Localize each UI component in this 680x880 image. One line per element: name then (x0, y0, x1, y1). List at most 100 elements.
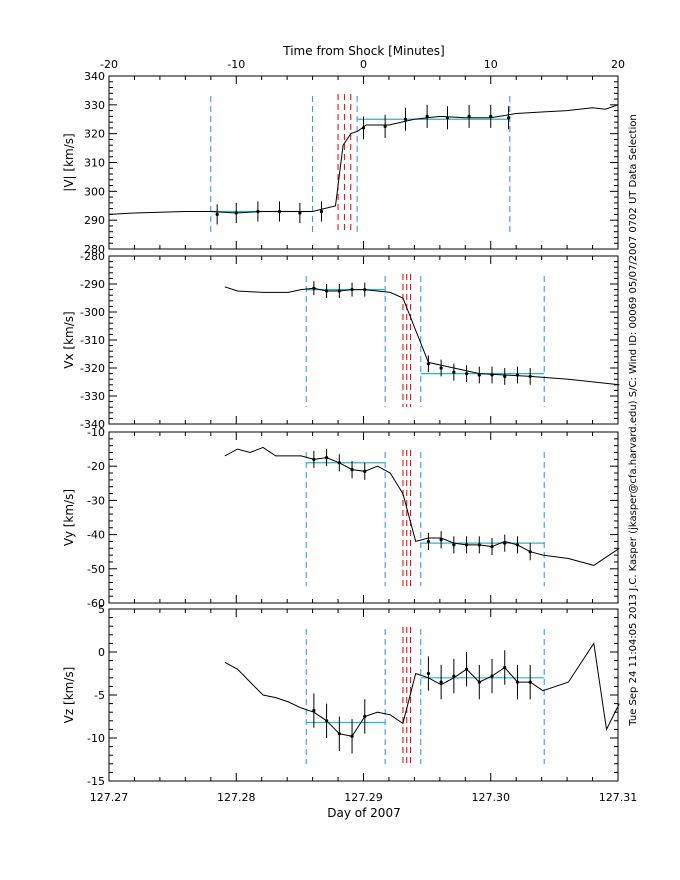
panel-2-data-point (477, 373, 481, 377)
top-axis-title: Time from Shock [Minutes] (282, 44, 444, 58)
panel-1-data-point (383, 124, 387, 129)
panel-4-ytick-label: -5 (94, 689, 105, 702)
x-tick-label: 127.31 (599, 791, 638, 804)
panel-1-data-point (361, 126, 366, 130)
panel-2-ytick-label: -290 (80, 278, 105, 291)
panel-2-data-line (224, 286, 620, 386)
top-tick-label: 0 (360, 58, 367, 71)
panel-3-ytick-label: -10 (87, 426, 105, 439)
panel-1-ytick-label: 280 (84, 243, 105, 256)
panel-1-data-point (506, 116, 511, 120)
panel-1-frame (108, 75, 619, 250)
panel-4-data-point (426, 671, 430, 676)
panel-4-frame (108, 608, 619, 782)
panel-4-ytick-label: -15 (87, 775, 105, 788)
panel-2-ytick-label: -320 (80, 362, 105, 375)
top-tick-label: 20 (611, 58, 625, 71)
panel-3-data-point (350, 468, 354, 472)
panel-3-data-point (439, 538, 443, 542)
panel-3-data-point (324, 456, 329, 460)
panel-4-ylabel: Vz [km/s] (62, 667, 76, 724)
panel-2-data-point (464, 372, 469, 376)
panel-2-data-point (426, 362, 430, 366)
panel-1-ytick-label: 300 (84, 185, 105, 198)
x-tick-label: 127.29 (344, 791, 383, 804)
panel-2-data-point (503, 374, 507, 378)
panel-3-data-point (477, 543, 481, 547)
panel-1-data-point (319, 209, 324, 214)
x-axis-title: Day of 2007 (327, 806, 400, 820)
panel-3-ytick-label: -60 (87, 597, 105, 610)
top-tick-label: 10 (484, 58, 498, 71)
top-tick-label: -10 (227, 58, 245, 71)
panel-1-ytick-label: 290 (84, 214, 105, 227)
panel-3-data-point (363, 469, 367, 473)
panel-2-data-point (515, 373, 520, 377)
panel-1-data-point (403, 117, 408, 121)
panel-1-ytick-label: 340 (84, 70, 105, 83)
panel-4-data-point (464, 667, 469, 671)
panel-4-ytick-label: -10 (87, 732, 105, 745)
panel-4-data-point (324, 719, 329, 723)
panel-3-data-point (528, 550, 532, 554)
panel-3-ytick-label: -20 (87, 460, 105, 473)
panel-4-data-point (503, 665, 507, 670)
x-tick-label: 127.30 (472, 791, 511, 804)
panel-4-data-point (337, 732, 341, 736)
top-tick-label: -20 (100, 58, 118, 71)
panel-1-data-point (277, 209, 282, 214)
panel-4-data-line (224, 642, 620, 737)
panel-4-data-point (490, 674, 494, 678)
panel-1-data-point (467, 114, 471, 118)
x-tick-label: 127.27 (90, 791, 129, 804)
panel-4-data-point (477, 680, 481, 684)
panel-4-ytick-label: 0 (98, 646, 105, 659)
panel-2-ytick-label: -310 (80, 334, 105, 347)
panel-2-data-point (439, 366, 443, 370)
panel-2-frame (108, 255, 619, 425)
panel-1-data-point (489, 114, 493, 118)
panel-3-data-point (337, 461, 341, 465)
panel-4-data-point (439, 680, 443, 684)
panel-1-data-point (425, 114, 429, 118)
panel-1-ytick-label: 310 (84, 157, 105, 170)
panel-2-ytick-label: -280 (80, 250, 105, 263)
x-tick-label: 127.28 (217, 791, 256, 804)
panel-2-ytick-label: -330 (80, 390, 105, 403)
panel-3-ylabel: Vy [km/s] (62, 489, 76, 546)
side-annotation: Tue Sep 24 11:04:05 2013 J.C. Kasper (jk… (628, 114, 639, 726)
panel-3-data-line (224, 446, 620, 566)
panel-3-ytick-label: -30 (87, 494, 105, 507)
panel-4-data-point (528, 680, 532, 684)
panel-3-data-point (503, 541, 507, 545)
panel-4-data-point (312, 708, 316, 713)
panel-2-ytick-label: -300 (80, 306, 105, 319)
panel-1-data-point (445, 116, 450, 120)
panel-2-data-point (312, 286, 316, 290)
panel-1-data-point (298, 211, 302, 215)
panel-3-data-point (464, 543, 469, 547)
panel-2-data-point (490, 373, 494, 377)
panel-4-data-point (363, 714, 367, 719)
panel-2-ylabel: Vx [km/s] (62, 311, 76, 368)
panel-2-ytick-label: -340 (80, 418, 105, 431)
panel-3-data-point (452, 543, 456, 547)
panel-3-frame (108, 431, 619, 604)
panel-4-data-point (452, 674, 456, 678)
panel-2-data-point (324, 289, 329, 293)
panel-1-ylabel: |V| [km/s] (62, 133, 76, 191)
panel-3-data-point (515, 543, 520, 547)
panel-1-ytick-label: 330 (84, 99, 105, 112)
panel-1-data-point (215, 212, 219, 216)
panel-3-data-point (490, 544, 494, 549)
panel-2-data-point (528, 374, 532, 378)
panel-1-data-point (256, 209, 260, 214)
panel-4-data-point (515, 680, 520, 684)
panel-1-data-point (234, 211, 238, 215)
panel-4-data-point (350, 734, 354, 738)
panel-3-ytick-label: -40 (87, 529, 105, 542)
panel-1-ytick-label: 320 (84, 128, 105, 141)
panel-3-data-point (312, 457, 316, 461)
panel-2-data-point (350, 288, 354, 292)
